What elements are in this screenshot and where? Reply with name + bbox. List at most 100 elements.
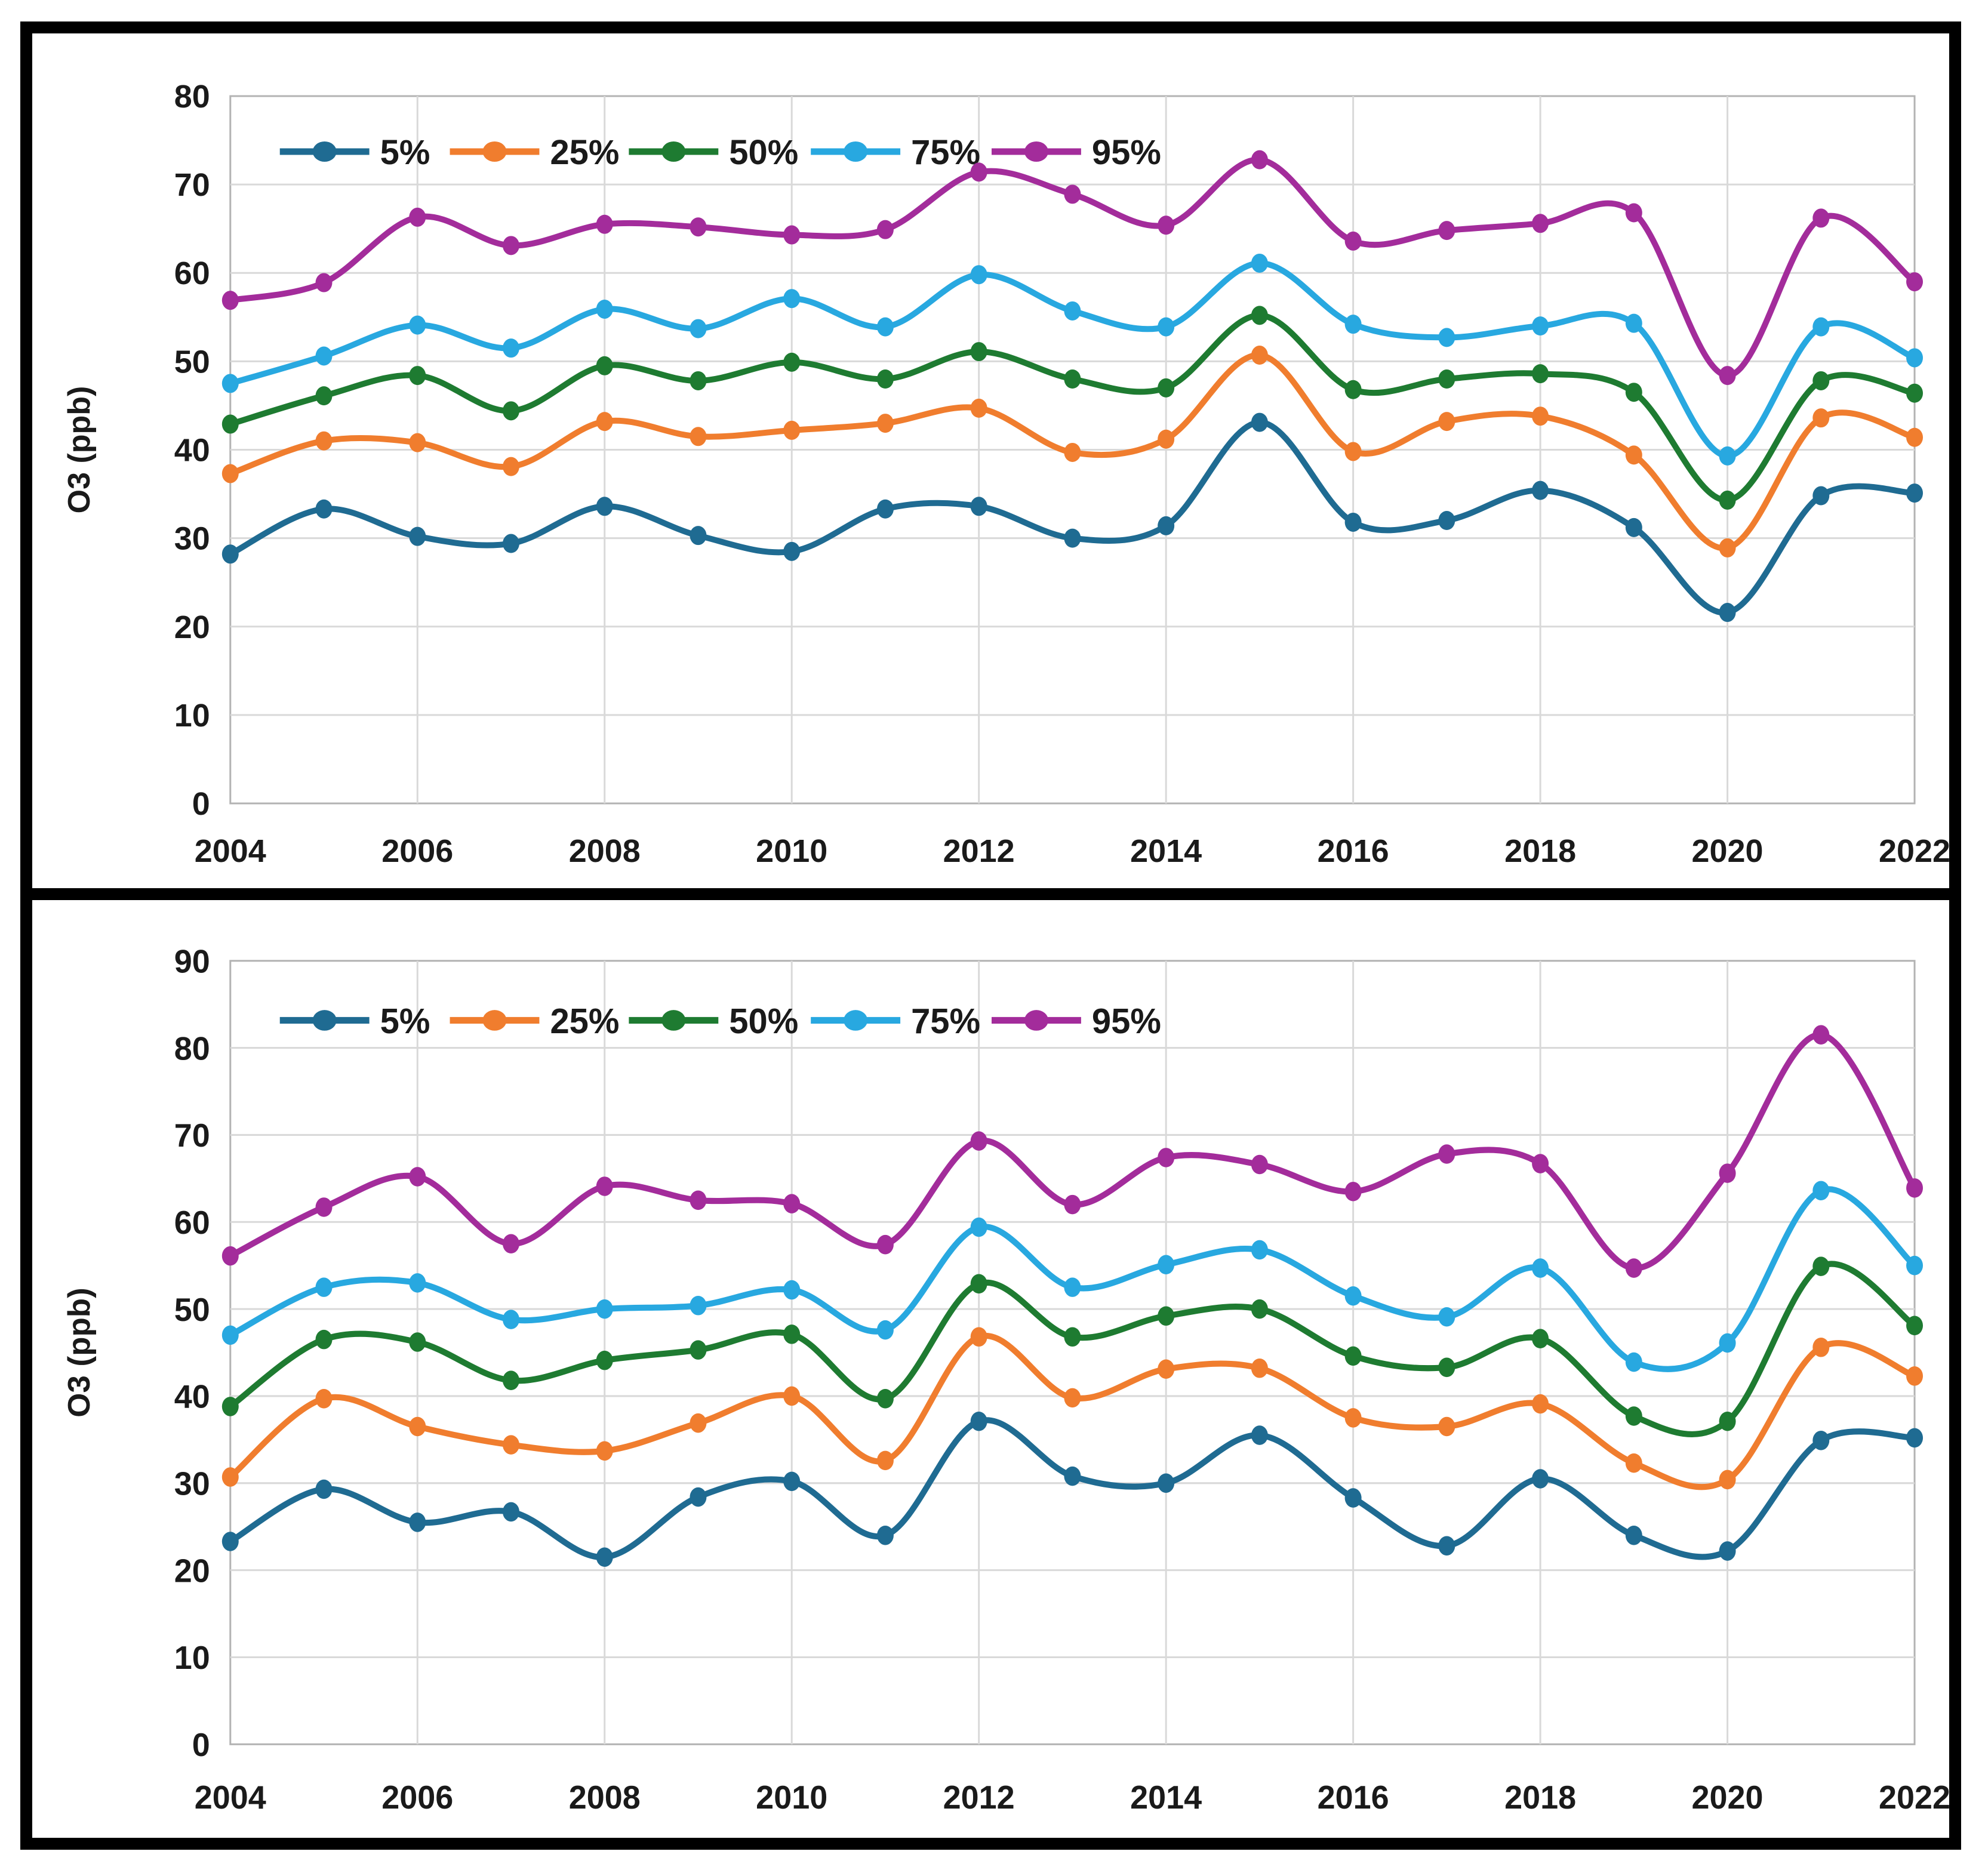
data-point-75%	[409, 1273, 426, 1293]
data-point-5%	[690, 1487, 707, 1507]
y-axis-tick-label: 40	[174, 1378, 210, 1415]
data-point-75%	[1158, 1255, 1175, 1275]
data-point-75%	[1906, 348, 1924, 368]
data-point-75%	[1532, 316, 1549, 336]
x-axis-tick-label: 2006	[381, 1779, 453, 1816]
data-point-50%	[1438, 369, 1455, 389]
legend-label: 75%	[911, 1002, 980, 1042]
data-point-95%	[1719, 366, 1736, 386]
data-point-5%	[1344, 1488, 1362, 1508]
legend-marker	[661, 141, 686, 162]
data-point-25%	[596, 412, 613, 432]
x-axis-tick-label: 2022	[1879, 833, 1949, 869]
data-point-25%	[1438, 1416, 1455, 1437]
data-point-50%	[1719, 1411, 1736, 1431]
data-point-95%	[1064, 1194, 1081, 1215]
data-point-75%	[596, 1299, 613, 1319]
data-point-5%	[596, 497, 613, 516]
data-point-75%	[1719, 446, 1736, 466]
data-point-95%	[876, 1234, 894, 1255]
data-point-50%	[1064, 1327, 1081, 1347]
data-point-95%	[1812, 208, 1830, 228]
data-point-95%	[783, 1194, 801, 1213]
data-point-75%	[1625, 313, 1642, 333]
y-axis-tick-label: 20	[174, 609, 210, 645]
data-point-50%	[783, 1324, 801, 1344]
data-point-75%	[1064, 301, 1081, 321]
y-axis-tick-label: 50	[174, 1291, 210, 1328]
data-point-5%	[783, 541, 801, 561]
data-point-25%	[409, 1416, 426, 1437]
legend-marker	[1024, 141, 1048, 162]
data-point-50%	[1532, 364, 1549, 384]
data-point-5%	[315, 1479, 333, 1499]
y-axis-title: O3 (ppb)	[62, 386, 97, 514]
data-point-75%	[1158, 317, 1175, 337]
data-point-25%	[1344, 1408, 1362, 1428]
bottom-chart-panel: 0 10 20 30 40 50 60 70 80 90 2004 2006 2008 2010 2012 2…	[32, 900, 1949, 1838]
data-point-95%	[503, 1234, 519, 1254]
data-point-50%	[1625, 383, 1642, 402]
data-point-25%	[970, 1327, 987, 1347]
x-axis-tick-label: 2008	[569, 1779, 641, 1816]
data-point-5%	[1438, 511, 1455, 530]
legend-label: 95%	[1092, 1002, 1161, 1042]
y-axis-tick-label: 70	[174, 1117, 210, 1154]
data-point-25%	[596, 1441, 613, 1461]
legend-label: 25%	[550, 134, 619, 172]
data-point-95%	[1064, 184, 1081, 204]
data-point-50%	[596, 356, 613, 375]
data-point-75%	[876, 317, 894, 337]
data-point-95%	[596, 214, 613, 234]
x-axis-tick-label: 2018	[1504, 833, 1576, 869]
data-point-5%	[876, 1526, 894, 1545]
data-point-5%	[1438, 1536, 1455, 1556]
y-axis-tick-label: 0	[192, 786, 210, 822]
data-point-25%	[1532, 406, 1549, 426]
data-point-95%	[1158, 215, 1175, 235]
data-point-5%	[409, 1512, 426, 1532]
legend-marker	[844, 1010, 868, 1031]
data-point-25%	[783, 420, 801, 440]
data-point-5%	[1158, 516, 1175, 535]
data-point-25%	[1251, 1358, 1268, 1378]
data-point-75%	[690, 319, 707, 338]
data-point-95%	[1719, 1163, 1736, 1183]
data-point-75%	[1344, 1286, 1362, 1306]
data-point-50%	[503, 401, 519, 421]
data-point-75%	[315, 1277, 333, 1297]
data-point-50%	[409, 366, 426, 386]
data-point-5%	[596, 1547, 613, 1567]
data-point-50%	[876, 1389, 894, 1409]
data-point-75%	[1906, 1255, 1924, 1276]
data-point-95%	[1438, 1144, 1455, 1164]
o3-percentile-chart-bottom: 0 10 20 30 40 50 60 70 80 90 2004 2006 2008 2010 2012 2…	[62, 943, 1949, 1816]
x-axis-tick-label: 2004	[195, 833, 266, 869]
series-line-25%	[227, 352, 1918, 552]
data-point-75%	[221, 374, 239, 393]
data-point-25%	[1158, 1359, 1175, 1379]
data-point-25%	[1158, 429, 1175, 449]
data-point-75%	[1532, 1258, 1549, 1278]
y-axis-tick-label: 80	[174, 1030, 210, 1067]
data-point-95%	[221, 291, 239, 310]
data-point-25%	[315, 431, 333, 451]
y-axis-tick-label: 10	[174, 698, 210, 734]
data-point-95%	[1906, 272, 1924, 292]
data-point-95%	[1625, 1258, 1642, 1278]
data-point-75%	[1812, 1181, 1830, 1201]
x-axis-tick-label: 2012	[943, 833, 1015, 869]
data-point-95%	[409, 207, 426, 227]
data-point-5%	[1625, 1526, 1642, 1545]
data-point-25%	[1625, 445, 1642, 465]
data-point-25%	[1251, 346, 1268, 365]
x-axis-tick-label: 2022	[1879, 1779, 1949, 1816]
data-point-5%	[1064, 1466, 1081, 1486]
y-axis-tick-label: 50	[174, 344, 210, 380]
x-axis-tick-label: 2006	[381, 833, 453, 869]
data-point-5%	[970, 1411, 987, 1431]
data-point-5%	[315, 499, 333, 519]
data-point-5%	[409, 526, 426, 546]
data-point-75%	[876, 1320, 894, 1340]
legend-marker	[312, 141, 337, 162]
